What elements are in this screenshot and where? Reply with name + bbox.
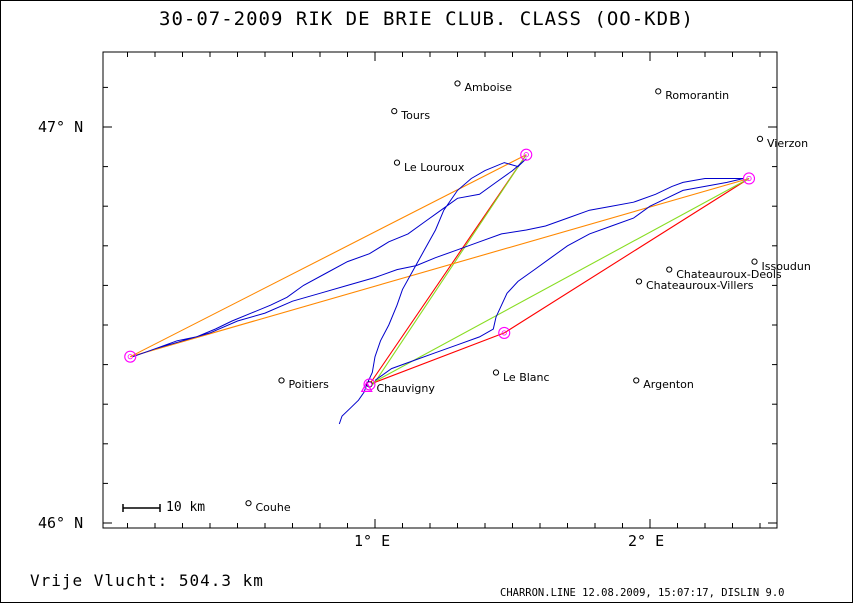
town-label: Tours xyxy=(401,109,431,123)
town-label: Romorantin xyxy=(665,89,730,103)
town-label: Couhe xyxy=(255,501,291,515)
task-leg-2 xyxy=(369,154,527,385)
town-marker-icon xyxy=(633,377,640,384)
turnpoint-center-icon xyxy=(127,354,133,360)
town-marker-icon xyxy=(391,108,398,115)
town-label: Le Blanc xyxy=(503,370,550,384)
town-label: Le Louroux xyxy=(404,160,465,174)
task-leg-3 xyxy=(130,177,750,358)
turnpoint-circle-icon xyxy=(124,350,137,363)
town-label: Poitiers xyxy=(288,378,329,392)
turnpoint-center-icon xyxy=(523,152,529,158)
task-leg-5 xyxy=(369,332,505,385)
turnpoint-circle-icon xyxy=(498,326,511,339)
credit-text: CHARRON.LINE 12.08.2009, 15:07:17, DISLI… xyxy=(500,587,785,599)
scale-bar-label: 10 km xyxy=(166,500,206,515)
town-label: Issoudun xyxy=(761,259,811,273)
lat-label-46: 46° N xyxy=(38,514,84,532)
plot-border xyxy=(102,51,778,529)
axis-ticks xyxy=(103,52,777,528)
distance-text: Vrije Vlucht: 504.3 km xyxy=(30,571,264,590)
town-label: Argenton xyxy=(643,378,694,392)
lon-label-1: 1° E xyxy=(354,532,391,550)
town-label: Chateauroux-Deols xyxy=(676,267,782,281)
lat-label-47: 47° N xyxy=(38,118,84,136)
town-marker-icon xyxy=(635,278,643,285)
task-leg-2-alt xyxy=(373,154,527,385)
turnpoint-center-icon xyxy=(501,330,507,336)
town-marker-icon xyxy=(245,500,252,507)
town-marker-icon xyxy=(492,369,500,376)
lon-label-2: 2° E xyxy=(628,532,665,550)
flight-track xyxy=(132,158,744,425)
town-label: Chauvigny xyxy=(376,382,435,396)
turnpoint-markers xyxy=(124,148,756,391)
town-marker-icon xyxy=(756,135,764,142)
task-leg-closing xyxy=(369,177,750,385)
start-triangle-icon xyxy=(360,381,373,392)
town-label: Chateauroux-Villers xyxy=(646,279,754,293)
task-lines xyxy=(130,154,750,385)
town-marker-icon xyxy=(655,88,662,95)
turnpoint-circle-icon xyxy=(363,378,376,391)
town-label: Amboise xyxy=(464,81,513,95)
task-leg-1 xyxy=(130,154,527,358)
task-leg-4 xyxy=(503,178,750,334)
turnpoint-circle-icon xyxy=(520,148,533,161)
town-marker-icon xyxy=(393,159,401,166)
town-marker-icon xyxy=(666,266,673,273)
town-marker-icon xyxy=(454,80,461,87)
town-label: Vierzon xyxy=(767,136,809,150)
town-markers xyxy=(245,80,764,507)
town-marker-icon xyxy=(278,377,285,384)
town-marker-icon xyxy=(751,258,758,265)
turnpoint-center-icon xyxy=(746,175,752,182)
page-title: 30-07-2009 RIK DE BRIE CLUB. CLASS (OO-K… xyxy=(159,8,694,30)
turnpoint-circle-icon xyxy=(742,172,756,185)
